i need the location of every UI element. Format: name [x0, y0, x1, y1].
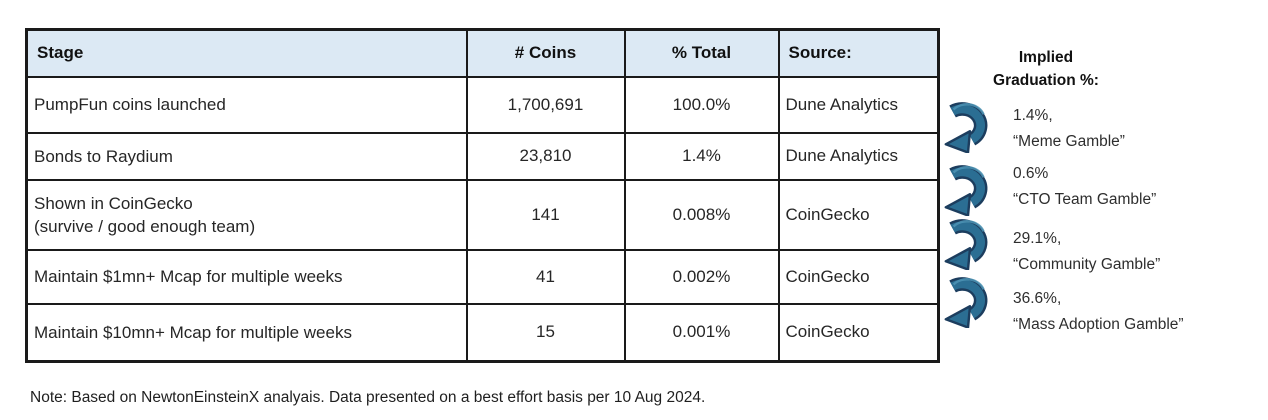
- stage-cell: Maintain $1mn+ Mcap for multiple weeks: [25, 248, 468, 305]
- footnote: Note: Based on NewtonEinsteinX analyais.…: [30, 389, 706, 406]
- coins-cell: 141: [465, 178, 626, 251]
- table-row: Shown in CoinGecko (survive / good enoug…: [25, 178, 940, 251]
- pct-cell: 0.008%: [623, 178, 780, 251]
- graduation-value: 36.6%,: [1013, 290, 1062, 307]
- column-header-stage: Stage: [25, 28, 468, 78]
- pct-cell: 0.001%: [623, 302, 780, 363]
- coins-cell: 23,810: [465, 131, 626, 181]
- stage-cell: Bonds to Raydium: [25, 131, 468, 181]
- graduation-value: 1.4%,: [1013, 107, 1053, 124]
- column-header-coins: # Coins: [465, 28, 626, 78]
- column-header-pct: % Total: [623, 28, 780, 78]
- curved-arrow-icon: [940, 158, 998, 216]
- table-row: PumpFun coins launched 1,700,691 100.0% …: [25, 75, 940, 134]
- stage-line-1: Shown in CoinGecko: [34, 193, 193, 213]
- graduation-title-line2: Graduation %:: [993, 72, 1099, 89]
- pct-cell: 100.0%: [623, 75, 780, 134]
- graduation-value: 29.1%,: [1013, 230, 1062, 247]
- graduation-label: “Meme Gamble”: [1013, 133, 1125, 150]
- graduation-item: 0.6% “CTO Team Gamble”: [1013, 161, 1263, 213]
- coins-cell: 1,700,691: [465, 75, 626, 134]
- pct-cell: 0.002%: [623, 248, 780, 305]
- curved-arrow-icon: [940, 95, 998, 153]
- source-cell: CoinGecko: [777, 178, 940, 251]
- stage-line-2: (survive / good enough team): [34, 216, 256, 236]
- stage-cell: Maintain $10mn+ Mcap for multiple weeks: [25, 302, 468, 363]
- graduation-title: Implied Graduation %:: [980, 46, 1112, 92]
- graduation-label: “CTO Team Gamble”: [1013, 191, 1157, 208]
- graduation-item: 1.4%, “Meme Gamble”: [1013, 103, 1263, 155]
- stage-cell: PumpFun coins launched: [25, 75, 468, 134]
- graduation-label: “Mass Adoption Gamble”: [1013, 316, 1184, 333]
- table-row: Bonds to Raydium 23,810 1.4% Dune Analyt…: [25, 131, 940, 181]
- column-header-source: Source:: [777, 28, 940, 78]
- table-row: Maintain $1mn+ Mcap for multiple weeks 4…: [25, 248, 940, 305]
- source-cell: CoinGecko: [777, 248, 940, 305]
- source-cell: Dune Analytics: [777, 131, 940, 181]
- table-header-row: Stage # Coins % Total Source:: [25, 28, 940, 78]
- graduation-item: 29.1%, “Community Gamble”: [1013, 226, 1263, 278]
- pct-cell: 1.4%: [623, 131, 780, 181]
- graduation-title-line1: Implied: [1018, 49, 1074, 66]
- graduation-label: “Community Gamble”: [1013, 256, 1161, 273]
- graduation-item: 36.6%, “Mass Adoption Gamble”: [1013, 286, 1263, 338]
- coins-cell: 41: [465, 248, 626, 305]
- source-cell: Dune Analytics: [777, 75, 940, 134]
- table-row: Maintain $10mn+ Mcap for multiple weeks …: [25, 302, 940, 363]
- source-cell: CoinGecko: [777, 302, 940, 363]
- curved-arrow-icon: [940, 212, 998, 270]
- graduation-value: 0.6%: [1013, 165, 1049, 182]
- coins-cell: 15: [465, 302, 626, 363]
- stage-cell: Shown in CoinGecko (survive / good enoug…: [25, 178, 468, 251]
- funnel-table: Stage # Coins % Total Source: PumpFun co…: [25, 28, 940, 363]
- curved-arrow-icon: [940, 270, 998, 328]
